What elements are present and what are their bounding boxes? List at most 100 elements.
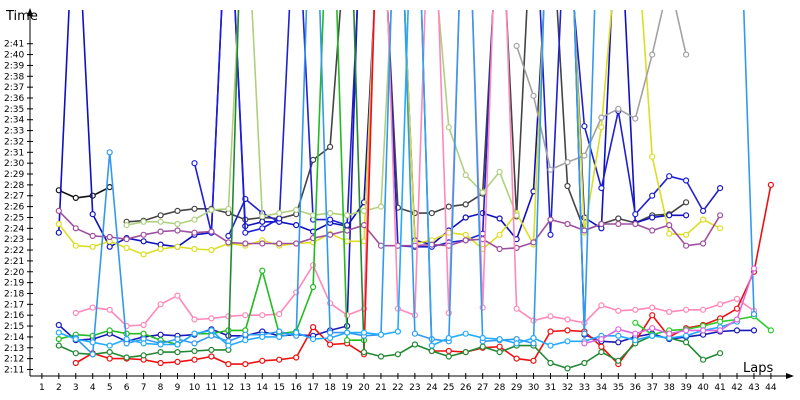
data-point	[106, 184, 113, 191]
data-point	[649, 227, 656, 234]
data-point	[598, 349, 605, 356]
data-point	[632, 211, 639, 218]
data-point	[140, 218, 147, 225]
data-point	[462, 214, 469, 221]
data-point	[411, 330, 418, 337]
y-tick-label: 2:26	[4, 203, 24, 213]
data-point	[174, 341, 181, 348]
data-point	[530, 357, 537, 364]
data-point	[649, 325, 656, 332]
x-axis-arrow	[786, 373, 794, 379]
data-point	[55, 342, 62, 349]
data-point	[750, 327, 758, 334]
data-point	[411, 341, 418, 348]
data-point	[55, 336, 62, 343]
series-10	[55, 207, 724, 253]
data-point	[140, 231, 147, 238]
data-point	[259, 218, 266, 225]
data-point	[360, 329, 368, 336]
data-point	[106, 243, 113, 250]
data-point	[55, 329, 62, 336]
data-point	[242, 229, 249, 236]
x-tick-label: 38	[663, 383, 675, 393]
x-tick-label: 27	[477, 383, 488, 393]
y-tick-label: 2:35	[4, 105, 24, 115]
x-tick-label: 29	[511, 383, 523, 393]
data-point	[327, 329, 334, 336]
y-axis-title: Time	[5, 9, 38, 24]
data-point	[530, 92, 537, 99]
data-point	[632, 306, 639, 313]
data-point	[242, 361, 249, 368]
data-point	[615, 215, 622, 222]
data-point	[462, 330, 469, 337]
y-tick-label: 2:22	[4, 246, 24, 256]
data-point	[293, 222, 300, 229]
data-point	[344, 238, 351, 245]
data-point	[682, 242, 690, 249]
x-tick-label: 7	[141, 383, 147, 393]
data-point	[581, 227, 588, 234]
data-point	[344, 212, 351, 219]
x-tick-label: 3	[73, 383, 79, 393]
data-point	[242, 331, 249, 338]
x-tick-label: 26	[460, 383, 472, 393]
data-point	[55, 321, 62, 329]
data-point	[123, 354, 130, 361]
y-tick-label: 2:38	[4, 72, 24, 82]
data-point	[174, 207, 181, 214]
x-tick-label: 34	[596, 383, 608, 393]
data-point	[259, 357, 266, 364]
data-point	[598, 220, 605, 228]
data-point	[682, 332, 690, 339]
data-point	[547, 359, 554, 367]
y-tick-label: 2:12	[4, 355, 24, 365]
data-point	[225, 342, 232, 349]
data-point	[632, 330, 639, 337]
series-13	[55, 9, 368, 348]
data-point	[72, 242, 79, 249]
y-tick-label: 2:21	[4, 257, 24, 267]
data-point	[191, 160, 198, 167]
y-tick-label: 2:40	[4, 51, 24, 61]
data-point	[157, 301, 164, 308]
data-point	[716, 225, 724, 232]
data-point	[106, 149, 113, 156]
data-point	[564, 182, 571, 190]
x-tick-label: 35	[613, 383, 624, 393]
y-axis-arrow	[27, 8, 33, 16]
x-tick-label: 19	[341, 383, 353, 393]
data-point	[581, 330, 588, 337]
x-tick-label: 41	[714, 383, 725, 393]
data-point	[276, 215, 283, 222]
y-tick-label: 2:41	[4, 40, 24, 50]
data-point	[140, 238, 147, 245]
data-point	[106, 355, 113, 362]
data-point	[89, 339, 96, 346]
data-point	[598, 185, 605, 192]
data-point	[716, 185, 724, 192]
data-point	[649, 153, 656, 160]
data-point	[462, 237, 469, 244]
data-point	[157, 218, 164, 225]
y-tick-label: 2:36	[4, 94, 24, 104]
data-point	[547, 313, 554, 320]
data-point	[191, 229, 198, 236]
x-tick-label: 12	[223, 383, 234, 393]
data-point	[462, 201, 469, 208]
data-point	[615, 105, 622, 113]
data-point	[327, 231, 334, 238]
data-point	[208, 332, 215, 339]
data-point	[140, 251, 147, 258]
data-point	[157, 212, 164, 219]
data-point	[649, 332, 656, 339]
data-point	[428, 347, 435, 355]
data-point	[682, 327, 690, 334]
data-point	[666, 222, 673, 229]
data-point	[699, 240, 707, 247]
data-point	[174, 292, 181, 299]
x-tick-label: 33	[579, 383, 590, 393]
series-line	[515, 9, 687, 171]
y-tick-label: 2:32	[4, 137, 24, 147]
